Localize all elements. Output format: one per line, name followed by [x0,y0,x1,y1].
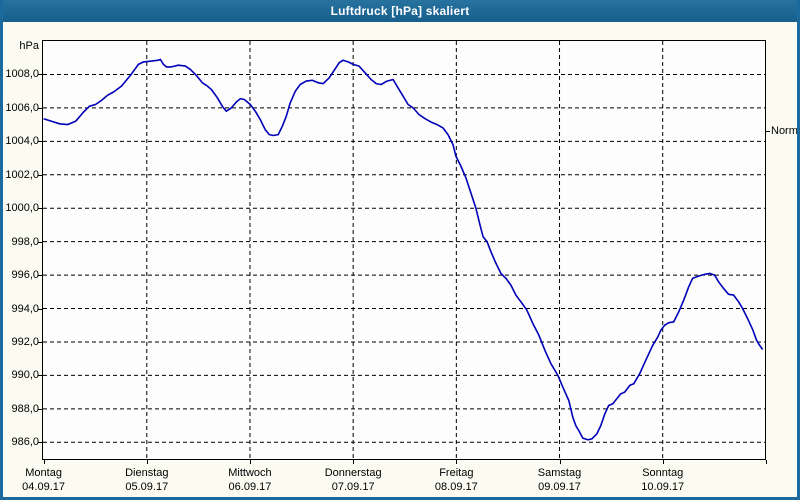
x-day-name: Sonntag [642,467,684,479]
y-tick-mark [38,74,42,75]
x-tick-mark [353,460,354,464]
normal-marker-label: Normal [771,125,798,138]
x-tick-mark [766,460,767,464]
x-tick-mark [250,460,251,464]
y-tick-label: 1002,0 [5,168,39,181]
y-tick-mark [38,242,42,243]
y-tick-mark [38,375,42,376]
x-day-name: Montag [25,467,62,479]
x-day-name: Samstag [537,467,582,479]
chart-title-bar: Luftdruck [hPa] skaliert [3,0,797,22]
y-tick-mark [38,442,42,443]
y-tick-mark [38,141,42,142]
y-tick-label: 1000,0 [5,202,39,215]
y-tick-mark [38,108,42,109]
y-tick-label: 986,0 [11,436,39,449]
chart-canvas [43,41,765,459]
y-tick-label: 1004,0 [5,135,39,148]
chart-title: Luftdruck [hPa] skaliert [330,4,470,18]
y-tick-mark [38,342,42,343]
plot-area[interactable] [42,40,766,460]
y-tick-label: 996,0 [11,269,39,282]
x-tick-mark [663,460,664,464]
y-tick-label: 1006,0 [5,101,39,114]
y-tick-label: 988,0 [11,402,39,415]
y-tick-label: 990,0 [11,369,39,382]
x-tick-mark [560,460,561,464]
y-axis-unit-label: hPa [19,40,39,52]
x-day-date: 04.09.17 [22,481,66,493]
x-day-name: Mittwoch [228,467,272,479]
x-day-name: Donnerstag [324,467,382,479]
x-day-date: 08.09.17 [434,481,478,493]
x-day-date: 07.09.17 [331,481,375,493]
y-tick-mark [38,309,42,310]
x-tick-mark [147,460,148,464]
y-tick-label: 994,0 [11,302,39,315]
pressure-series-line [43,58,764,441]
y-tick-label: 998,0 [11,235,39,248]
normal-marker-tick [766,131,770,132]
y-tick-label: 992,0 [11,335,39,348]
x-day-date: 10.09.17 [641,481,685,493]
y-tick-mark [38,409,42,410]
x-day-date: 05.09.17 [125,481,169,493]
x-day-name: Freitag [439,467,474,479]
y-tick-mark [38,275,42,276]
x-tick-mark [456,460,457,464]
x-day-name: Dienstag [125,467,169,479]
x-tick-mark [44,460,45,464]
x-day-date: 09.09.17 [538,481,581,493]
y-tick-mark [38,208,42,209]
y-tick-mark [38,175,42,176]
y-tick-label: 1008,0 [5,68,39,81]
x-day-date: 06.09.17 [228,481,272,493]
